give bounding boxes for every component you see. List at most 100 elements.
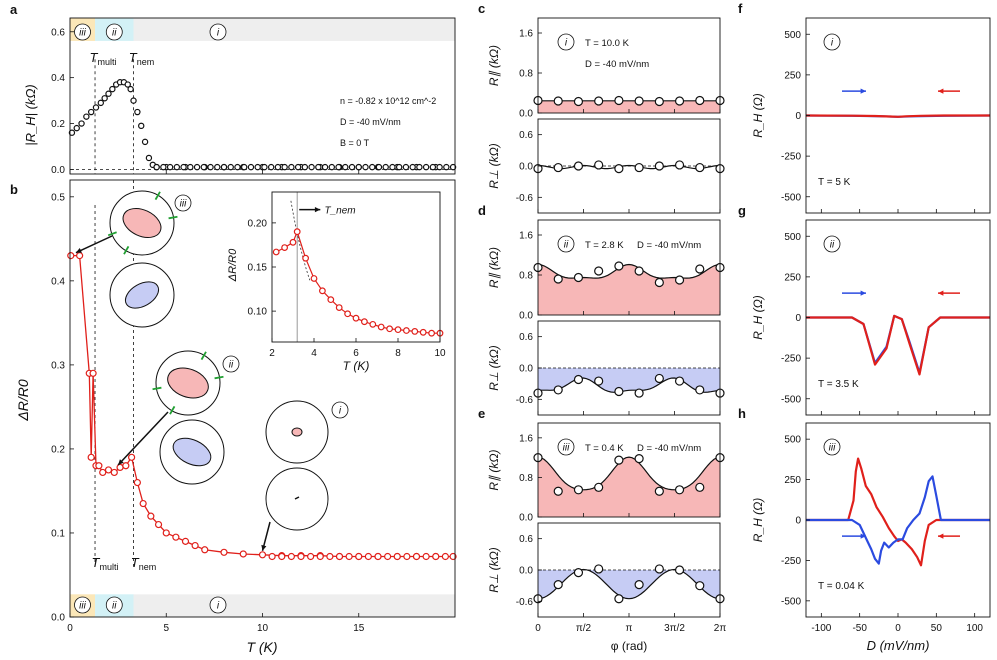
inset-xtick: 10 — [434, 348, 446, 359]
dr-point — [139, 499, 147, 508]
perp-point — [614, 164, 624, 174]
rh-point — [355, 163, 362, 171]
rh-curve-blue — [806, 314, 990, 374]
panel-a-annotation: D = -40 mV/nm — [340, 117, 401, 127]
rh-point — [402, 163, 410, 171]
inset-fit — [290, 200, 311, 281]
dr-point — [99, 468, 107, 477]
fgh-ytick: -500 — [781, 192, 801, 203]
rh-point — [288, 163, 295, 171]
panel-b-ytick: 0.2 — [51, 444, 65, 455]
inset-xtick: 8 — [395, 348, 401, 359]
perp-point — [594, 564, 604, 574]
rh-point — [315, 163, 322, 171]
par-point — [654, 486, 664, 496]
rh-point — [145, 154, 153, 162]
dr-point — [384, 552, 392, 561]
dr-point — [326, 552, 334, 561]
perp-point — [654, 564, 664, 574]
arrow-ii-head — [118, 459, 124, 465]
par-point — [594, 266, 604, 276]
arrow-ii — [117, 411, 169, 466]
inset-point — [302, 254, 310, 262]
region-circle — [174, 194, 192, 212]
inset-xtick: 6 — [353, 348, 359, 359]
dr-point — [355, 552, 363, 561]
rh-point — [294, 163, 302, 171]
pocket-shape-ii-b — [172, 437, 212, 467]
par-point — [634, 266, 644, 276]
sweep-arrow-down-head — [938, 290, 944, 296]
par-curve — [537, 456, 721, 491]
schematic-circle-i-b — [265, 467, 329, 531]
region-circle — [823, 438, 841, 456]
rh-point — [422, 163, 430, 171]
rh-point — [193, 163, 201, 171]
dr-point — [162, 529, 170, 537]
sweep-arrow-up-head — [860, 290, 866, 296]
panel-letter-c: c — [478, 1, 485, 16]
par-point — [614, 95, 624, 106]
par-point — [573, 96, 584, 107]
pocket-shape-i-b — [294, 496, 300, 500]
rh-point — [109, 85, 116, 93]
region-label-i: i — [217, 601, 220, 612]
par-curve — [537, 263, 721, 279]
perp-ytick: 0.0 — [519, 162, 533, 173]
perp-ylabel: R⊥ (kΩ) — [487, 143, 501, 189]
panel-letter-d: d — [478, 203, 486, 218]
rh-curve-blue — [806, 475, 990, 565]
perp-point — [695, 385, 705, 395]
fgh-ytick: -250 — [781, 556, 801, 567]
dr-point — [110, 468, 118, 477]
dr-point — [268, 552, 276, 561]
par-ytick: 1.6 — [519, 231, 533, 242]
region-circle — [557, 438, 575, 456]
inset-point — [289, 238, 297, 246]
pocket-shape-ii — [167, 367, 209, 399]
region-label-i: i — [217, 28, 220, 39]
field-label-e: D = -40 mV/nm — [637, 443, 701, 454]
par-point — [674, 96, 685, 106]
panel-letter-e: e — [478, 406, 485, 421]
dr-point — [239, 550, 247, 558]
fgh-xlabel: D (mV/nm) — [867, 638, 930, 653]
perp-xtick: 2π — [714, 623, 727, 634]
rh-curve-red — [806, 314, 990, 376]
par-point — [553, 486, 563, 496]
rh-point — [207, 163, 214, 171]
par-point — [573, 485, 584, 495]
perp-point — [695, 581, 705, 591]
rh-point — [267, 163, 275, 171]
dr-point — [116, 463, 124, 472]
temp-label-g: T = 3.5 K — [818, 379, 859, 390]
fgh-ylabel: R_H (Ω) — [751, 498, 765, 542]
inset-ytick: 0.15 — [248, 263, 268, 274]
fgh-xtick: -100 — [811, 623, 831, 634]
perp-ytick: -0.6 — [516, 193, 534, 204]
panel-b-ytick: 0.5 — [51, 192, 65, 203]
rh-point — [335, 163, 342, 171]
fgh-ytick: 250 — [784, 272, 801, 283]
rh-point — [254, 163, 261, 171]
fgh-ytick: 500 — [784, 30, 801, 41]
par-point — [654, 96, 664, 107]
dr-point — [335, 552, 344, 561]
inset-point — [352, 314, 360, 322]
rh-point — [389, 163, 396, 171]
fgh-xtick: 50 — [931, 623, 943, 634]
par-point — [614, 261, 624, 271]
fgh-xtick: -50 — [852, 623, 867, 634]
inset-point — [403, 327, 410, 334]
panel-b-ytick: 0.0 — [51, 613, 65, 624]
dr-point — [403, 552, 411, 561]
panel-letter-a: a — [10, 2, 18, 17]
panel-letter-g: g — [738, 203, 746, 218]
region-circle — [209, 23, 227, 41]
panel-a-annotation: n = -0.82 x 10^12 cm^-2 — [340, 96, 436, 106]
region-circle — [105, 23, 123, 41]
panel-a-ylabel: |R_H| (kΩ) — [23, 84, 38, 145]
perp-point — [594, 160, 604, 170]
marker-label-multi: Tmulti — [90, 50, 117, 67]
par-point — [594, 482, 604, 492]
